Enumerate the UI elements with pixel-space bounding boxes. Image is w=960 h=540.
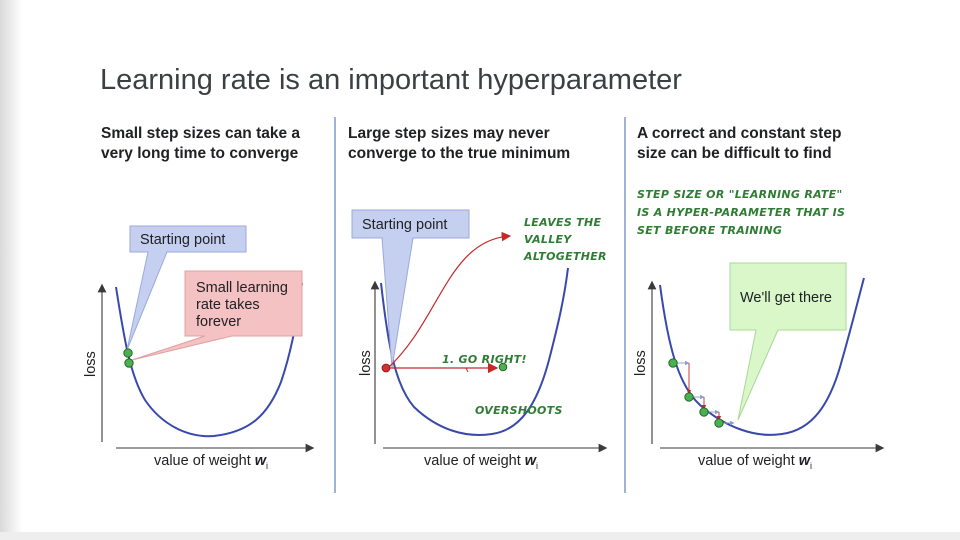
panel-2-note-go-right: 1. GO RIGHT! bbox=[442, 353, 527, 366]
panel-3-heading-line-2: size can be difficult to find bbox=[637, 145, 832, 162]
panel-3-x-axis-var: w bbox=[799, 453, 812, 469]
panel-2-leaves-valley-arrow bbox=[387, 231, 512, 369]
panel-3-x-axis-sub: i bbox=[810, 461, 812, 471]
panel-2-loss-curve bbox=[380, 267, 569, 436]
panel-2-y-axis-label: loss bbox=[358, 350, 374, 376]
panel-2-note-leaves-line-3: ALTOGETHER bbox=[523, 250, 607, 263]
panel-3-well-get-there-callout bbox=[729, 262, 847, 421]
panel-3-ball-4 bbox=[714, 418, 724, 428]
panel-2-starting-point-callout bbox=[351, 209, 470, 369]
panel-1-heading: Small step sizes can take a very long ti… bbox=[101, 124, 300, 164]
panel-3-heading-line-1: A correct and constant step bbox=[637, 125, 842, 142]
panel-divider-1 bbox=[334, 117, 336, 493]
panel-1-x-axis-label: value of weight wi bbox=[154, 453, 268, 471]
panel-2-note-leaves-line-1: LEAVES THE bbox=[524, 216, 601, 229]
panel-2-start-ball bbox=[381, 363, 391, 373]
panel-1-small-learning-rate-callout bbox=[131, 270, 303, 361]
panel-2-x-axis-sub: i bbox=[536, 461, 538, 471]
panel-3-ball-3 bbox=[699, 407, 709, 417]
panel-2-end-ball bbox=[498, 362, 508, 372]
panel-1-y-axis-label: loss bbox=[83, 351, 99, 377]
panel-3-note-line-3: SET BEFORE TRAINING bbox=[637, 224, 782, 237]
panel-2-heading-line-2: converge to the true minimum bbox=[348, 145, 571, 162]
panel-3-chart: STEP SIZE OR "LEARNING RATE" IS A HYPER-… bbox=[633, 188, 885, 471]
panel-2-x-axis-var: w bbox=[525, 453, 538, 469]
panel-3-ball-1 bbox=[668, 358, 678, 368]
panel-2-note-overshoots: OVERSHOOTS bbox=[475, 404, 563, 417]
bottom-edge-bar bbox=[0, 532, 960, 540]
panel-1-loss-curve bbox=[115, 282, 303, 438]
panel-1-chart: Starting point Small learning rate takes… bbox=[83, 225, 315, 471]
panel-2-arrow-tick bbox=[465, 367, 469, 373]
panel-2-x-axis-text: value of weight bbox=[424, 453, 525, 469]
panel-1-small-lr-line-2: rate takes bbox=[196, 297, 260, 313]
panel-3-x-axis-label: value of weight wi bbox=[698, 453, 812, 471]
panel-2-note-leaves-line-2: VALLEY bbox=[524, 233, 572, 246]
panel-2-x-axis-label: value of weight wi bbox=[424, 453, 538, 471]
panel-2-chart: Starting point LEAVES THE VALLEY ALTOGET… bbox=[351, 209, 608, 471]
panel-1-heading-line-2: very long time to converge bbox=[101, 145, 299, 162]
panel-1-heading-line-1: Small step sizes can take a bbox=[101, 125, 301, 142]
panel-3-well-get-there-label: We'll get there bbox=[740, 290, 832, 306]
panel-1-starting-point-label: Starting point bbox=[140, 232, 225, 248]
panel-2-heading: Large step sizes may never converge to t… bbox=[348, 124, 570, 164]
slide-title: Learning rate is an important hyperparam… bbox=[100, 64, 682, 96]
panel-3-x-axis-text: value of weight bbox=[698, 453, 799, 469]
panel-3-heading: A correct and constant step size can be … bbox=[637, 124, 841, 164]
panel-3-y-axis-label: loss bbox=[633, 350, 649, 376]
panel-1-ball-2 bbox=[124, 358, 134, 368]
panel-2-starting-point-label: Starting point bbox=[362, 217, 447, 233]
panel-1-x-axis-var: w bbox=[255, 453, 268, 469]
panel-1-small-lr-line-3: forever bbox=[196, 314, 241, 330]
panel-1-starting-point-callout bbox=[126, 225, 247, 351]
panel-3-note-line-2: IS A HYPER-PARAMETER THAT IS bbox=[637, 206, 845, 219]
panel-1-ball-1 bbox=[123, 348, 133, 358]
panel-2-heading-line-1: Large step sizes may never bbox=[348, 125, 550, 142]
panel-1-x-axis-sub: i bbox=[266, 461, 268, 471]
panel-divider-2 bbox=[624, 117, 626, 493]
panel-1-x-axis-text: value of weight bbox=[154, 453, 255, 469]
panel-1-small-lr-line-1: Small learning bbox=[196, 280, 288, 296]
panel-3-loss-curve bbox=[659, 277, 865, 436]
panel-3-ball-2 bbox=[684, 392, 694, 402]
left-edge-shadow bbox=[0, 0, 22, 540]
panel-3-note-line-1: STEP SIZE OR "LEARNING RATE" bbox=[637, 188, 843, 201]
